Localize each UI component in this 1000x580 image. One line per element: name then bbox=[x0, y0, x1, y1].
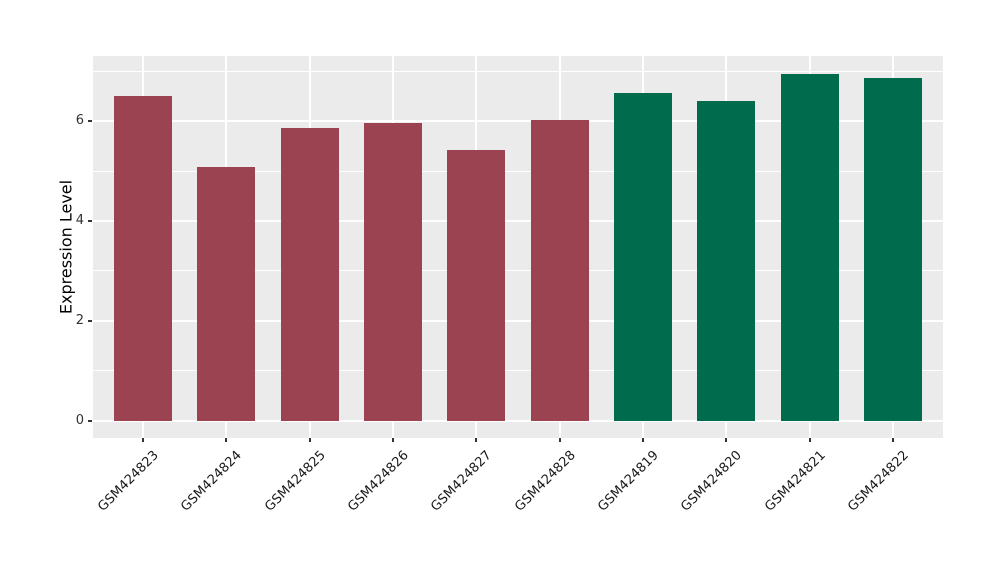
y-tick-mark-4 bbox=[88, 220, 92, 223]
bar-GSM424823 bbox=[113, 95, 173, 421]
y-tick-label-4: 4 bbox=[75, 213, 84, 229]
y-tick-label-6: 6 bbox=[75, 113, 84, 129]
x-tick-label-GSM424824: GSM424824 bbox=[178, 448, 245, 515]
bar-GSM424820 bbox=[697, 100, 756, 421]
minor-gridline-y-5 bbox=[93, 170, 943, 172]
bar-GSM424827 bbox=[447, 150, 506, 421]
y-axis-title: Expression Level bbox=[56, 179, 76, 315]
bar-GSM424828 bbox=[530, 119, 589, 421]
x-tick-label-GSM424820: GSM424820 bbox=[678, 448, 745, 515]
x-tick-label-GSM424821: GSM424821 bbox=[761, 448, 829, 515]
y-tick-label-2: 2 bbox=[75, 312, 84, 328]
major-gridline-y-6 bbox=[93, 120, 943, 123]
x-tick-mark-GSM424828 bbox=[558, 438, 561, 442]
bar-GSM424821 bbox=[780, 73, 839, 421]
y-tick-label-0: 0 bbox=[75, 412, 84, 428]
x-tick-mark-GSM424826 bbox=[392, 438, 394, 442]
x-tick-label-GSM424826: GSM424826 bbox=[345, 448, 412, 515]
x-tick-mark-GSM424823 bbox=[142, 438, 144, 442]
y-tick-mark-6 bbox=[88, 120, 92, 123]
x-tick-label-GSM424828: GSM424828 bbox=[511, 448, 579, 515]
x-tick-mark-GSM424827 bbox=[475, 438, 478, 442]
x-tick-mark-GSM424822 bbox=[892, 438, 894, 442]
x-tick-label-GSM424822: GSM424822 bbox=[845, 448, 912, 515]
x-tick-mark-GSM424819 bbox=[642, 438, 644, 442]
bar-GSM424819 bbox=[613, 92, 673, 421]
x-tick-label-GSM424823: GSM424823 bbox=[95, 448, 162, 515]
bar-GSM424826 bbox=[363, 122, 423, 421]
x-tick-label-GSM424825: GSM424825 bbox=[261, 448, 329, 515]
x-tick-label-GSM424827: GSM424827 bbox=[428, 448, 495, 515]
plot-panel bbox=[93, 56, 943, 438]
y-tick-mark-0 bbox=[88, 419, 92, 422]
x-tick-mark-GSM424825 bbox=[308, 438, 311, 442]
major-gridline-y-2 bbox=[93, 319, 943, 322]
x-tick-mark-GSM424820 bbox=[725, 438, 728, 442]
x-tick-label-GSM424819: GSM424819 bbox=[595, 448, 662, 515]
major-gridline-y-0 bbox=[93, 419, 943, 422]
minor-gridline-y-7 bbox=[93, 70, 943, 72]
minor-gridline-y-3 bbox=[93, 270, 943, 272]
minor-gridline-y-1 bbox=[93, 370, 943, 372]
x-tick-mark-GSM424821 bbox=[808, 438, 811, 442]
major-gridline-y-4 bbox=[93, 220, 943, 223]
y-tick-mark-2 bbox=[88, 319, 92, 322]
bar-GSM424825 bbox=[280, 128, 339, 421]
bar-GSM424824 bbox=[197, 166, 256, 421]
x-tick-mark-GSM424824 bbox=[225, 438, 228, 442]
bar-GSM424822 bbox=[863, 77, 923, 421]
